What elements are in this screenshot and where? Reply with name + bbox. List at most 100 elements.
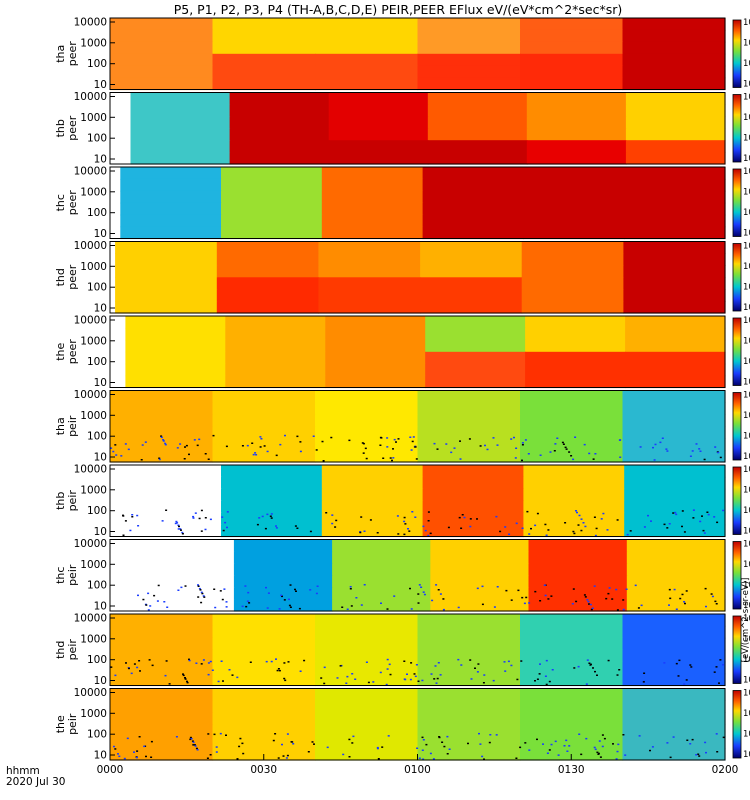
- noise-speck: [587, 600, 590, 603]
- noise-speck: [388, 663, 391, 666]
- noise-speck: [411, 440, 414, 443]
- noise-speck: [275, 454, 278, 457]
- noise-speck: [651, 746, 654, 748]
- noise-speck: [226, 511, 229, 513]
- noise-speck: [191, 740, 194, 742]
- spectrogram-cell: [622, 18, 726, 31]
- spectrogram-cell: [212, 65, 316, 79]
- spectrogram-cell: [422, 476, 524, 490]
- noise-speck: [672, 736, 675, 738]
- spectrogram-cell: [624, 488, 726, 502]
- noise-speck: [209, 660, 212, 663]
- spectrogram-cell: [328, 92, 429, 105]
- noise-speck: [525, 596, 528, 599]
- y-tick-label: 10000: [74, 538, 107, 550]
- noise-speck: [280, 594, 283, 597]
- y-tick-label: 10000: [74, 91, 107, 103]
- spectrogram-cell: [523, 214, 625, 228]
- noise-speck: [420, 586, 423, 588]
- noise-speck: [136, 750, 139, 752]
- noise-speck: [591, 607, 594, 609]
- y-tick-label: 100: [87, 282, 107, 294]
- noise-speck: [469, 518, 472, 520]
- spectrogram-cell: [417, 402, 521, 415]
- noise-speck: [137, 594, 139, 597]
- noise-speck: [393, 595, 396, 597]
- spectrogram-cell: [625, 339, 726, 353]
- noise-speck: [661, 437, 664, 439]
- noise-speck: [254, 452, 257, 454]
- panel-species-label: peer: [66, 339, 79, 365]
- noise-speck: [409, 587, 411, 590]
- colorbar-tick-label: 10^2: [743, 527, 750, 537]
- spectrogram-cell: [422, 190, 524, 204]
- noise-speck: [545, 659, 548, 662]
- spectrogram-cell: [315, 450, 419, 463]
- noise-speck: [199, 589, 202, 591]
- noise-speck: [115, 454, 118, 456]
- spectrogram-cell: [625, 363, 726, 377]
- spectrogram-cell: [328, 140, 429, 153]
- y-tick-label: 10: [94, 526, 107, 538]
- spectrogram-cell: [135, 539, 235, 552]
- noise-speck: [287, 661, 290, 663]
- spectrogram-cell: [315, 65, 419, 79]
- noise-speck: [403, 660, 406, 662]
- spectrogram-cell: [115, 289, 218, 302]
- noise-speck: [699, 450, 702, 452]
- noise-speck: [158, 458, 161, 461]
- noise-speck: [127, 448, 130, 451]
- noise-speck: [427, 520, 430, 522]
- noise-speck: [652, 446, 654, 449]
- noise-speck: [713, 516, 716, 518]
- spectrogram-cell: [315, 688, 419, 701]
- noise-speck: [446, 753, 449, 755]
- spectrogram-cell: [212, 77, 316, 91]
- noise-speck: [176, 447, 179, 449]
- noise-speck: [391, 459, 393, 462]
- noise-speck: [702, 529, 705, 532]
- noise-speck: [715, 603, 718, 605]
- noise-speck: [640, 604, 643, 607]
- noise-speck: [283, 599, 286, 601]
- noise-speck: [309, 589, 312, 591]
- noise-speck: [622, 608, 625, 611]
- noise-speck: [543, 584, 546, 586]
- spectrogram-cell: [422, 512, 524, 526]
- noise-speck: [162, 440, 165, 442]
- spectrogram-cell: [233, 599, 333, 612]
- spectrogram-cell: [624, 500, 726, 514]
- spectrogram-cell: [430, 599, 530, 612]
- noise-speck: [415, 458, 418, 460]
- y-tick-label: 1000: [80, 410, 107, 422]
- noise-speck: [427, 511, 430, 513]
- panel-frame: [109, 17, 726, 90]
- noise-speck: [238, 745, 241, 748]
- spectrogram-cell: [417, 661, 521, 675]
- noise-speck: [126, 737, 129, 740]
- spectrogram-cell: [417, 450, 521, 463]
- spectrogram-cell: [417, 688, 521, 701]
- spectrogram-cell: [427, 128, 528, 141]
- noise-speck: [415, 664, 418, 666]
- noise-speck: [226, 526, 228, 529]
- spectrogram-cell: [420, 289, 523, 302]
- spectrogram-cell: [417, 65, 521, 79]
- x-tick-label: 0030: [250, 764, 277, 776]
- noise-speck: [629, 530, 632, 532]
- noise-speck: [715, 666, 718, 668]
- spectrogram-cell: [212, 724, 316, 737]
- spectrogram-cell: [221, 226, 323, 240]
- noise-speck: [381, 746, 384, 748]
- spectrogram-cell: [120, 190, 222, 204]
- noise-speck: [698, 448, 701, 450]
- spectrogram-cell: [624, 202, 726, 216]
- noise-speck: [156, 600, 159, 602]
- spectrogram-cell: [625, 116, 726, 129]
- colorbar: [732, 168, 742, 237]
- noise-speck: [270, 513, 273, 515]
- noise-speck: [483, 758, 485, 760]
- noise-speck: [133, 663, 136, 665]
- spectrogram-cell: [520, 736, 624, 749]
- noise-speck: [521, 527, 524, 529]
